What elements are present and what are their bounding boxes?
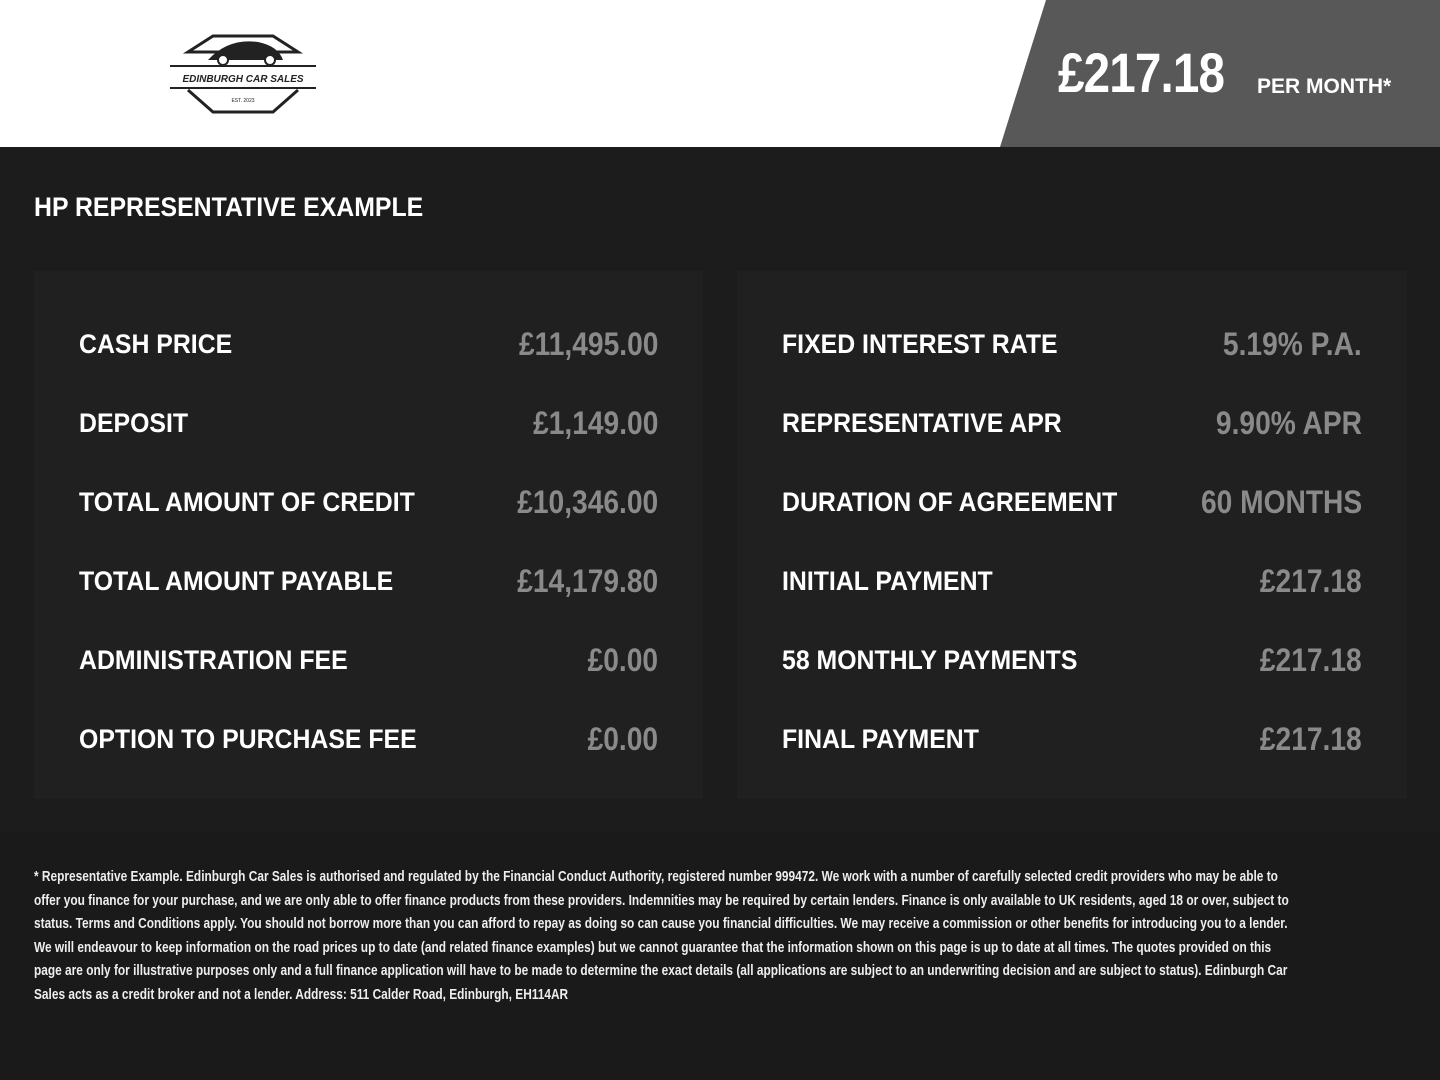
finance-row: TOTAL AMOUNT OF CREDIT £10,346.00 [79, 482, 658, 522]
company-logo: EDINBURGH CAR SALES EST. 2023 [170, 34, 316, 114]
row-label: INITIAL PAYMENT [782, 565, 993, 596]
svg-text:EDINBURGH CAR SALES: EDINBURGH CAR SALES [182, 74, 303, 85]
row-label: TOTAL AMOUNT PAYABLE [79, 565, 394, 596]
row-label: ADMINISTRATION FEE [79, 644, 348, 675]
finance-row: ADMINISTRATION FEE £0.00 [79, 640, 658, 680]
finance-row: OPTION TO PURCHASE FEE £0.00 [79, 719, 658, 759]
row-value: £10,346.00 [517, 483, 658, 520]
row-label: DURATION OF AGREEMENT [782, 486, 1118, 517]
row-value: £217.18 [1260, 562, 1362, 599]
row-label: CASH PRICE [79, 328, 233, 359]
finance-details-left: CASH PRICE £11,495.00 DEPOSIT £1,149.00 TOTA… [34, 271, 703, 799]
monthly-price: £217.18 [1058, 41, 1225, 104]
row-value: £11,495.00 [518, 325, 658, 362]
row-value: 60 MONTHS [1200, 483, 1362, 520]
footer [0, 833, 1440, 1080]
monthly-price-banner [1000, 0, 1440, 147]
row-label: DEPOSIT [79, 407, 189, 438]
row-label: 58 MONTHLY PAYMENTS [782, 644, 1078, 675]
row-value: £217.18 [1260, 641, 1362, 678]
finance-row: FINAL PAYMENT £217.18 [782, 719, 1362, 759]
svg-text:EST. 2023: EST. 2023 [231, 98, 254, 104]
finance-details-right: FIXED INTEREST RATE 5.19% P.A. REPRESENTAT… [737, 271, 1407, 799]
row-value: 5.19% P.A. [1223, 325, 1362, 362]
row-label: FIXED INTEREST RATE [782, 328, 1058, 359]
finance-row: DEPOSIT £1,149.00 [79, 403, 658, 443]
row-label: REPRESENTATIVE APR [782, 407, 1062, 438]
row-value: £0.00 [587, 720, 658, 757]
row-value: 9.90% APR [1215, 404, 1362, 441]
header: EDINBURGH CAR SALES EST. 2023 £217.18 PE… [0, 0, 1440, 147]
finance-row: 58 MONTHLY PAYMENTS £217.18 [782, 640, 1362, 680]
finance-row: FIXED INTEREST RATE 5.19% P.A. [782, 324, 1362, 364]
finance-row: TOTAL AMOUNT PAYABLE £14,179.80 [79, 561, 658, 601]
finance-row: INITIAL PAYMENT £217.18 [782, 561, 1362, 601]
row-value: £14,179.80 [517, 562, 658, 599]
finance-row: REPRESENTATIVE APR 9.90% APR [782, 403, 1362, 443]
section-title: HP REPRESENTATIVE EXAMPLE [34, 192, 424, 222]
row-label: FINAL PAYMENT [782, 723, 979, 754]
row-label: OPTION TO PURCHASE FEE [79, 723, 417, 754]
finance-row: DURATION OF AGREEMENT 60 MONTHS [782, 482, 1362, 522]
row-value: £1,149.00 [532, 404, 658, 441]
finance-row: CASH PRICE £11,495.00 [79, 324, 658, 364]
row-label: TOTAL AMOUNT OF CREDIT [79, 486, 415, 517]
row-value: £0.00 [587, 641, 658, 678]
row-value: £217.18 [1260, 720, 1362, 757]
disclaimer-text: * Representative Example. Edinburgh Car … [34, 869, 1289, 1003]
per-month-label: PER MONTH* [1257, 75, 1392, 98]
